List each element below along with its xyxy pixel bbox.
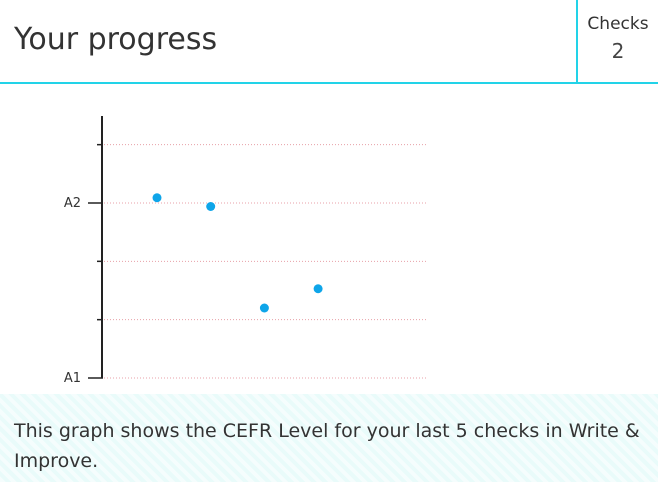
data-point-4 (313, 284, 323, 294)
chart-svg: A1 A2 (64, 116, 426, 386)
checks-counter: Checks 2 (576, 0, 658, 84)
y-tick-label-a2: A2 (64, 196, 81, 211)
axis-layer (88, 116, 103, 379)
chart-caption: This graph shows the CEFR Level for your… (0, 394, 658, 482)
progress-header: Your progress Checks 2 (0, 0, 658, 84)
page-title: Your progress (14, 22, 218, 57)
grid-layer (104, 144, 426, 379)
caption-text: This graph shows the CEFR Level for your… (14, 420, 640, 472)
checks-label: Checks (587, 14, 649, 34)
label-layer: A1 A2 (64, 196, 81, 386)
data-point-2 (206, 202, 216, 211)
data-point-1 (152, 193, 162, 203)
point-layer (152, 193, 323, 313)
cefr-progress-chart: A1 A2 (0, 86, 658, 394)
y-tick-label-a1: A1 (64, 371, 81, 386)
checks-count: 2 (611, 39, 625, 63)
data-point-3 (259, 303, 269, 313)
